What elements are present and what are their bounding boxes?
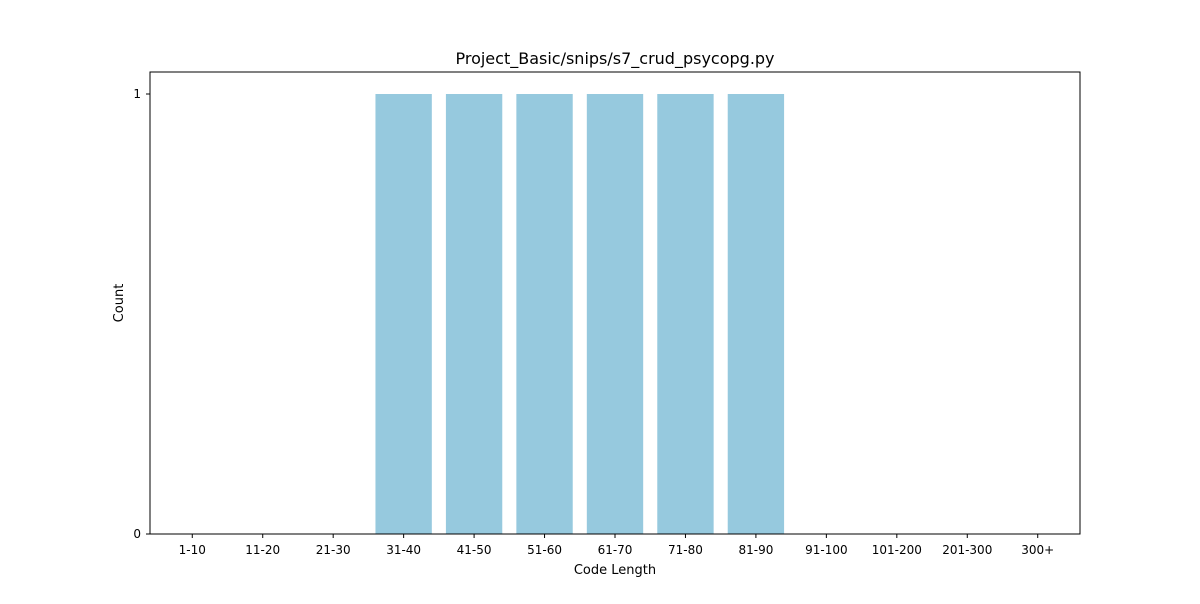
bar-41-50 (445, 94, 503, 534)
x-tick-label: 61-70 (598, 543, 633, 557)
x-tick-label: 300+ (1021, 543, 1054, 557)
x-tick-label: 21-30 (316, 543, 351, 557)
x-ticks: 1-10 11-20 21-30 31-40 41-50 51-60 61-70 71-80 8… (179, 534, 1054, 557)
y-axis-label: Count (112, 284, 127, 323)
bar-81-90 (727, 94, 785, 534)
x-tick-label: 81-90 (738, 543, 773, 557)
x-axis-label: Code Length (574, 563, 656, 578)
bar-61-70 (586, 94, 644, 534)
y-tick-label: 1 (133, 87, 141, 101)
x-tick-label: 91-100 (805, 543, 848, 557)
y-tick-label: 0 (133, 527, 141, 541)
x-tick-label: 71-80 (668, 543, 703, 557)
x-tick-label: 101-200 (872, 543, 922, 557)
x-tick-label: 201-300 (942, 543, 992, 557)
x-tick-label: 11-20 (245, 543, 280, 557)
plot-area-frame (149, 71, 1081, 535)
x-tick-label: 41-50 (457, 543, 492, 557)
bar-51-60 (516, 94, 573, 534)
x-tick-label: 1-10 (179, 543, 206, 557)
bar-31-40 (375, 94, 432, 534)
bar-71-80 (657, 94, 714, 534)
x-tick-label: 31-40 (386, 543, 421, 557)
y-ticks: 01 (133, 87, 150, 541)
bars-layer (375, 94, 785, 534)
chart-title: Project_Basic/snips/s7_crud_psycopg.py (455, 49, 774, 69)
x-tick-label: 51-60 (527, 543, 562, 557)
